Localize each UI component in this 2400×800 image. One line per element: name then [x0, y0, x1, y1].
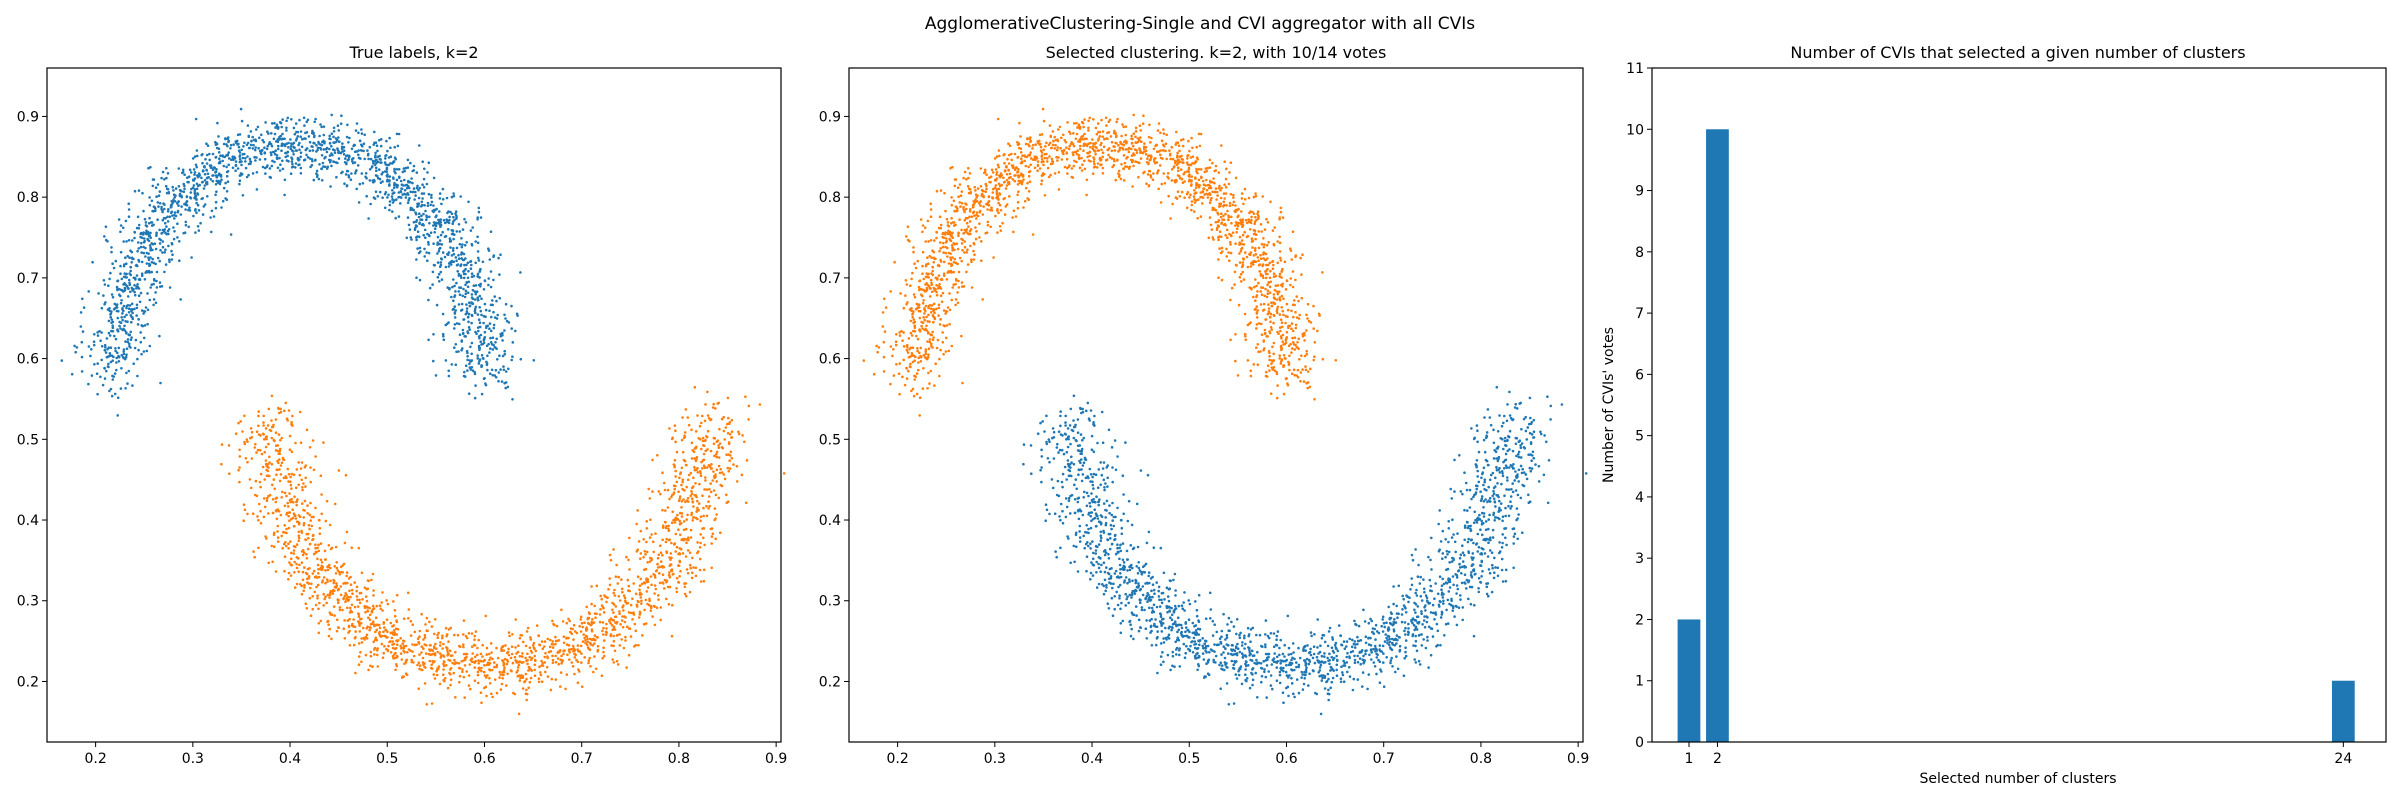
- y-tick-label: 0.5: [819, 432, 841, 448]
- y-tick-label: 0.4: [819, 513, 841, 529]
- x-tick-label: 0.3: [984, 751, 1006, 767]
- y-tick-label: 1: [1635, 674, 1644, 690]
- panel-title-selected-clustering: Selected clustering. k=2, with 10/14 vot…: [1046, 43, 1387, 62]
- panel-title-true-labels: True labels, k=2: [348, 43, 478, 62]
- x-tick-label: 0.4: [1081, 751, 1103, 767]
- y-tick-label: 3: [1635, 551, 1644, 567]
- y-tick-label: 0.6: [819, 352, 841, 368]
- scatter-series-upper-arc: [60, 107, 536, 417]
- axis-ticks-true-labels: 0.2 0.3 0.4 0.5 0.6 0.7 0.8 0.9 0.2 0.3 0.4 0.5 0.6 0…: [17, 109, 788, 767]
- x-tick-label: 2: [1713, 751, 1722, 767]
- y-tick-label: 0.5: [17, 432, 39, 448]
- y-tick-label: 0.4: [17, 513, 39, 529]
- scatter-points-true-labels: [60, 107, 786, 716]
- y-axis-label-cvi-votes: Number of CVIs' votes: [1601, 327, 1617, 483]
- y-tick-label: 9: [1635, 184, 1644, 200]
- bar-2: [1706, 129, 1729, 743]
- axes-frame-true-labels: [46, 67, 782, 743]
- x-tick-label: 0.6: [473, 751, 495, 767]
- y-tick-label: 0.2: [819, 674, 841, 690]
- x-tick-label: 0.7: [1373, 751, 1395, 767]
- axis-ticks-selected-clustering: 0.2 0.3 0.4 0.5 0.6 0.7 0.8 0.9 0.2 0.3 0.4 0.5 0.6 0…: [819, 109, 1590, 767]
- x-tick-label: 0.8: [668, 751, 690, 767]
- x-tick-label: 0.2: [84, 751, 106, 767]
- bar-panel-cvi-votes: Number of CVIs that selected a given num…: [1601, 43, 2387, 787]
- bar-1: [1677, 619, 1701, 742]
- y-tick-label: 7: [1635, 306, 1644, 322]
- y-tick-label: 0.3: [819, 594, 841, 610]
- bar-series-cvi-votes: [1677, 129, 2355, 743]
- y-tick-label: 8: [1635, 245, 1644, 261]
- x-tick-label: 0.2: [886, 751, 908, 767]
- y-tick-label: 0.9: [819, 109, 841, 125]
- x-tick-label: 0.4: [279, 751, 301, 767]
- x-tick-label: 0.7: [571, 751, 593, 767]
- figure-suptitle: AgglomerativeClustering-Single and CVI a…: [925, 14, 1475, 34]
- scatter-series-lower-arc: [220, 385, 786, 716]
- x-tick-label: 0.9: [1567, 751, 1589, 767]
- scatter-series-upper-arc: [862, 107, 1338, 417]
- panel-title-cvi-votes: Number of CVIs that selected a given num…: [1790, 43, 2245, 62]
- y-tick-label: 0.6: [17, 352, 39, 368]
- axes-frame-selected-clustering: [848, 67, 1584, 743]
- y-tick-label: 0.3: [17, 594, 39, 610]
- y-tick-label: 11: [1626, 61, 1644, 77]
- y-tick-label: 4: [1635, 490, 1644, 506]
- x-tick-label: 0.5: [1178, 751, 1200, 767]
- x-tick-label: 0.6: [1275, 751, 1297, 767]
- y-tick-label: 0.2: [17, 674, 39, 690]
- x-tick-label: 0.9: [765, 751, 787, 767]
- y-tick-label: 2: [1635, 612, 1644, 628]
- axis-ticks-cvi-votes: 1 2 24 0 1 2 3 4 5 6 7 8 9 10 11: [1626, 61, 2352, 767]
- scatter-series-lower-arc: [1022, 385, 1588, 716]
- y-tick-label: 0.9: [17, 109, 39, 125]
- scatter-panel-true-labels: True labels, k=2 0.2 0.3 0.4 0.5 0.6 0.7 0.8 0.…: [17, 43, 788, 767]
- y-tick-label: 6: [1635, 367, 1644, 383]
- x-tick-label: 0.5: [376, 751, 398, 767]
- y-tick-label: 0.8: [819, 190, 841, 206]
- scatter-points-selected-clustering: [862, 107, 1588, 716]
- y-tick-label: 0.7: [17, 271, 39, 287]
- x-tick-label: 1: [1685, 751, 1694, 767]
- bar-24: [2331, 680, 2355, 742]
- y-tick-label: 0: [1635, 735, 1644, 751]
- axes-frame-cvi-votes: [1651, 67, 2387, 743]
- y-tick-label: 5: [1635, 429, 1644, 445]
- y-tick-label: 0.7: [819, 271, 841, 287]
- y-tick-label: 10: [1626, 122, 1644, 138]
- x-axis-label-cvi-votes: Selected number of clusters: [1919, 771, 2116, 787]
- scatter-panel-selected-clustering: Selected clustering. k=2, with 10/14 vot…: [819, 43, 1590, 767]
- y-tick-label: 0.8: [17, 190, 39, 206]
- x-tick-label: 0.8: [1470, 751, 1492, 767]
- x-tick-label: 0.3: [182, 751, 204, 767]
- x-tick-label: 24: [2334, 751, 2352, 767]
